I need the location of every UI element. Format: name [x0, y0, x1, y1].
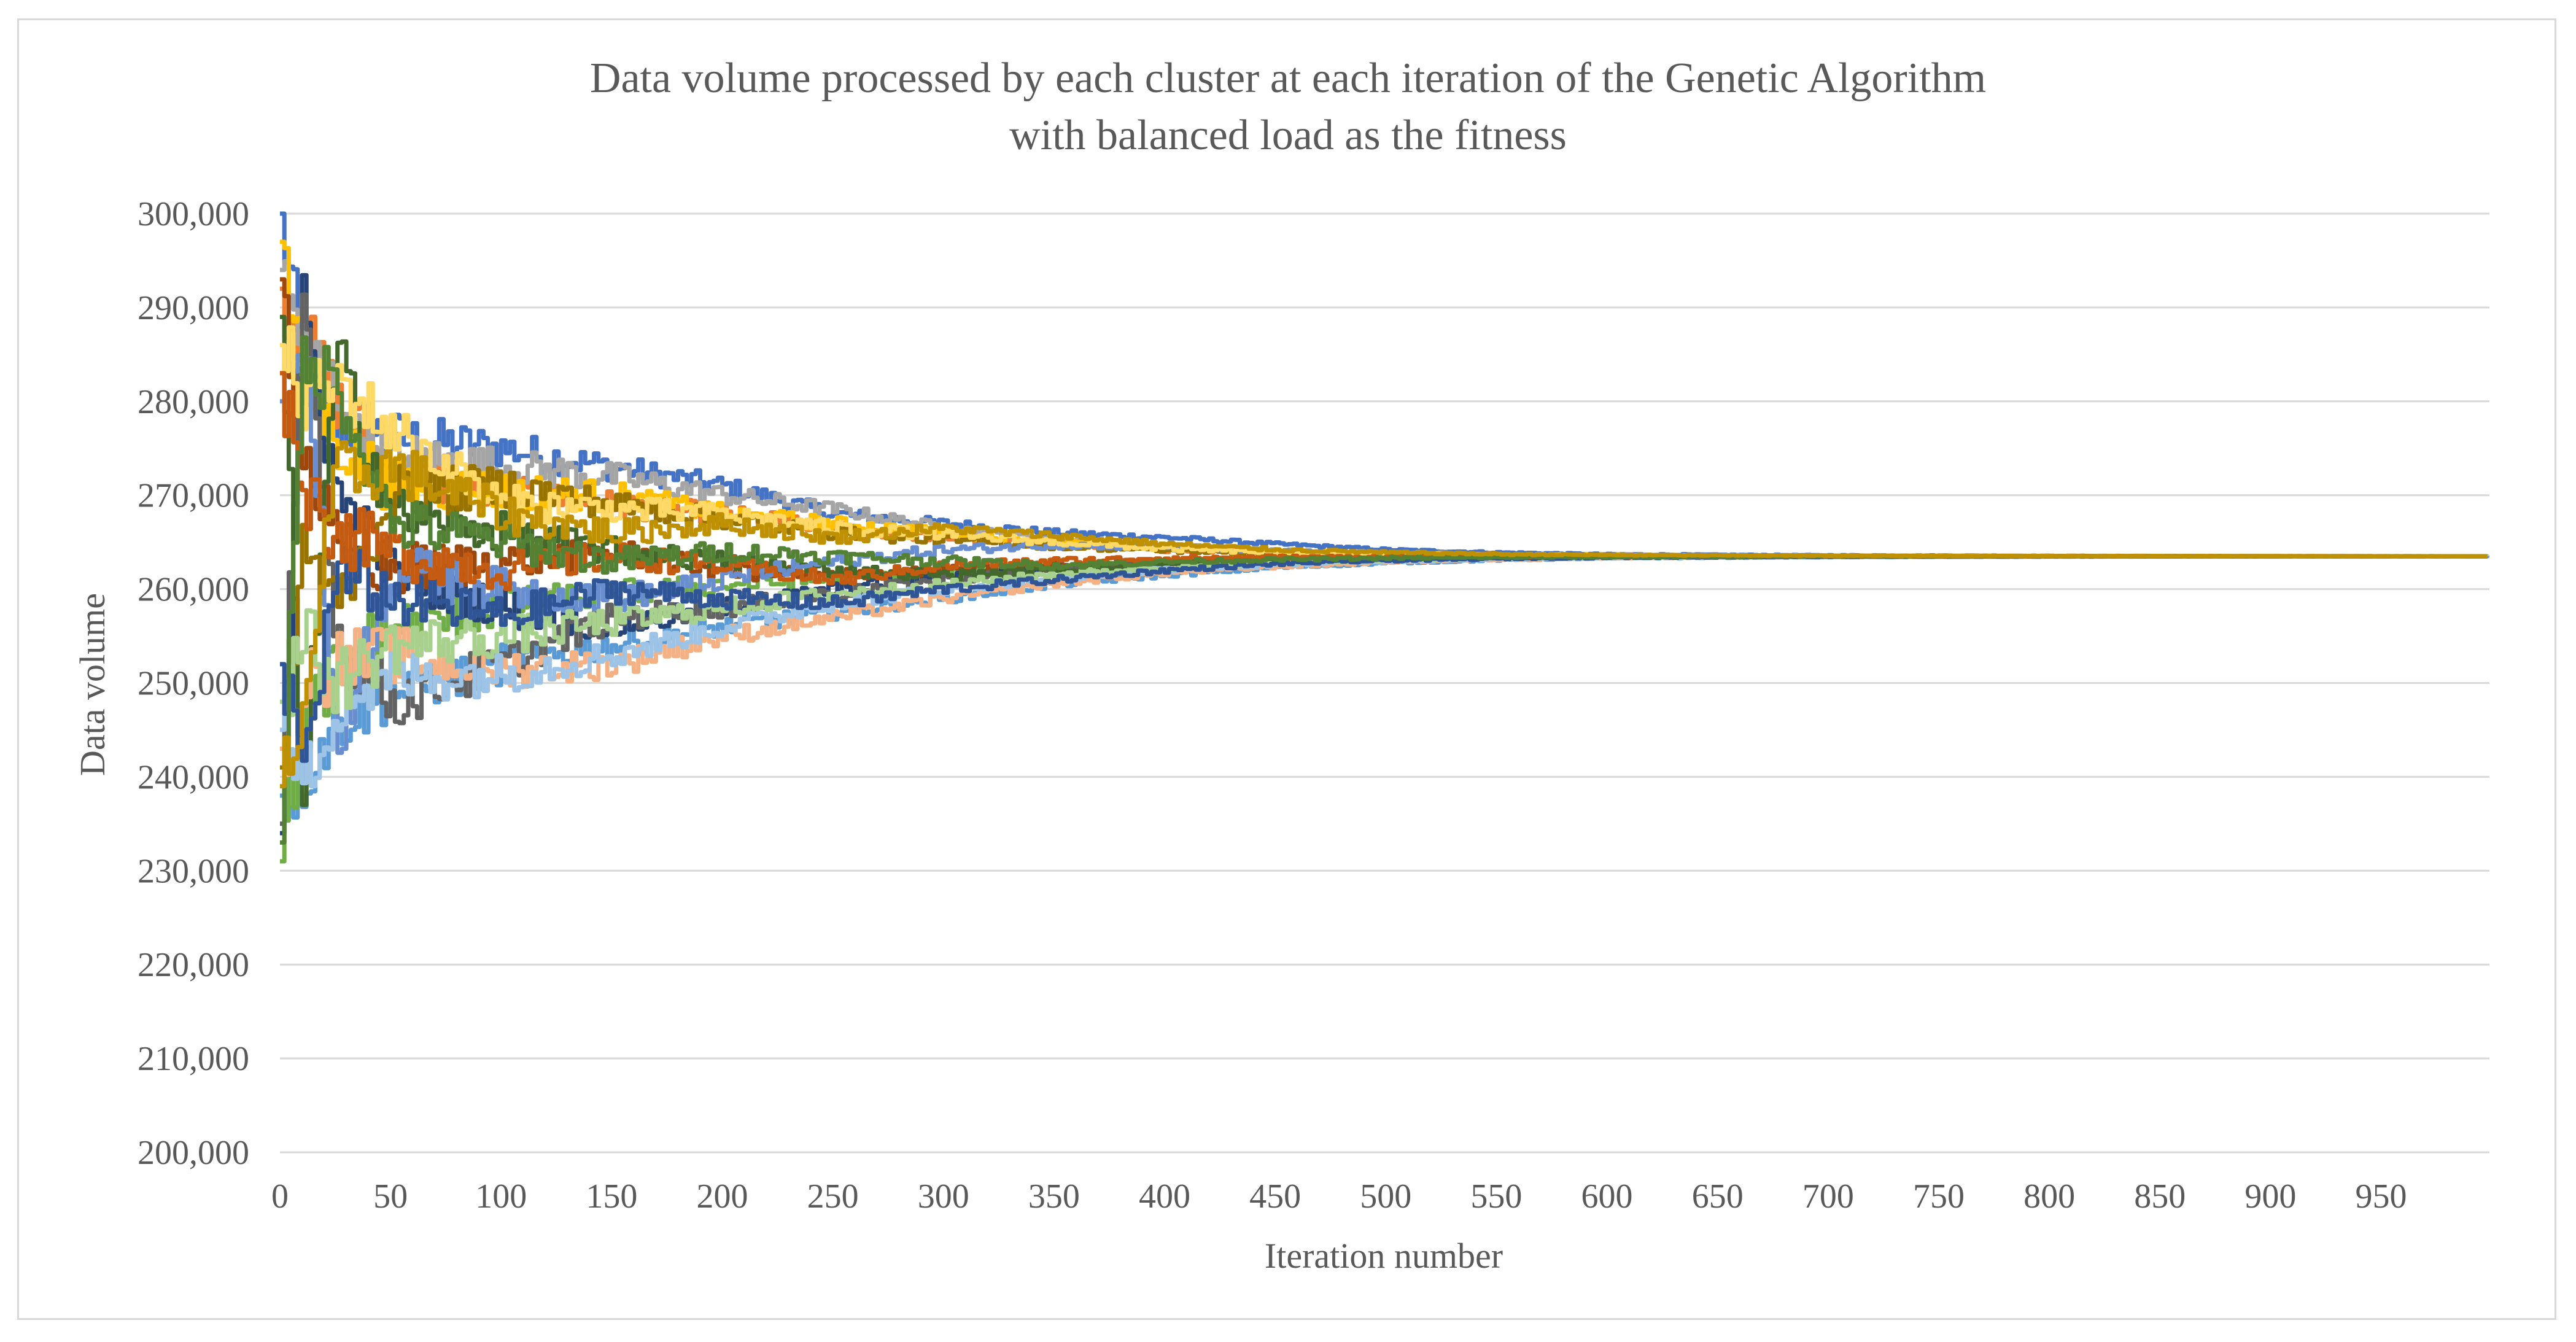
- x-axis-label: Iteration number: [1265, 1236, 1503, 1276]
- x-tick-label: 400: [1139, 1177, 1190, 1216]
- chart-title: Data volume processed by each cluster at…: [590, 55, 1986, 102]
- x-tick-label: 450: [1249, 1177, 1301, 1216]
- y-tick-label: 250,000: [138, 665, 249, 703]
- y-tick-label: 270,000: [138, 477, 249, 515]
- x-tick-label: 800: [2023, 1177, 2075, 1216]
- x-tick-label: 550: [1470, 1177, 1522, 1216]
- y-tick-label: 300,000: [138, 195, 249, 233]
- y-tick-label: 280,000: [138, 383, 249, 421]
- x-tick-label: 950: [2355, 1177, 2407, 1216]
- y-tick-label: 260,000: [138, 571, 249, 609]
- x-tick-label: 850: [2134, 1177, 2186, 1216]
- x-tick-label: 900: [2244, 1177, 2296, 1216]
- x-tick-label: 500: [1360, 1177, 1411, 1216]
- y-tick-label: 210,000: [138, 1040, 249, 1078]
- series-line-16: [280, 325, 2488, 559]
- x-tick-label: 50: [373, 1177, 408, 1216]
- series-line-20: [280, 440, 2488, 789]
- x-tick-label: 600: [1581, 1177, 1633, 1216]
- x-tick-label: 350: [1028, 1177, 1080, 1216]
- x-tick-label: 150: [586, 1177, 637, 1216]
- x-tick-label: 750: [1913, 1177, 1965, 1216]
- x-tick-label: 700: [1802, 1177, 1854, 1216]
- y-tick-label: 220,000: [138, 946, 249, 984]
- y-axis-label: Data volume: [72, 593, 112, 776]
- x-tick-label: 0: [271, 1177, 289, 1216]
- gridlines: [280, 212, 2489, 1154]
- y-axis-ticks: 200,000 210,000 220,000 230,000 240,000 250,0…: [138, 195, 249, 1172]
- x-tick-label: 650: [1692, 1177, 1744, 1216]
- series-line-6: [280, 554, 2488, 864]
- x-tick-label: 200: [697, 1177, 748, 1216]
- x-tick-label: 250: [807, 1177, 859, 1216]
- x-tick-label: 100: [475, 1177, 527, 1216]
- y-tick-label: 240,000: [138, 758, 249, 796]
- y-tick-label: 290,000: [138, 289, 249, 327]
- chart-subtitle: with balanced load as the fitness: [1009, 112, 1567, 159]
- series-layer: [280, 211, 2489, 864]
- y-tick-label: 200,000: [138, 1134, 249, 1172]
- y-tick-label: 230,000: [138, 852, 249, 890]
- x-tick-label: 300: [918, 1177, 969, 1216]
- series-line-15: [280, 554, 2489, 718]
- series-line-8: [280, 277, 2489, 595]
- x-axis-ticks: 0 50 100 150 200 250 300 350 400 450 500 550 600 650 7…: [271, 1177, 2407, 1216]
